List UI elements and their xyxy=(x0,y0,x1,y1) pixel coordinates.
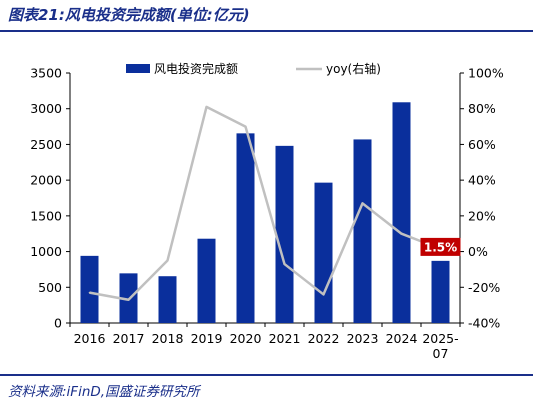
yoy-point xyxy=(166,259,169,262)
legend-bar-label: 风电投资完成额 xyxy=(154,61,238,76)
title-divider xyxy=(0,30,533,32)
bar xyxy=(197,238,216,323)
bar xyxy=(431,260,450,323)
yoy-point xyxy=(361,202,364,205)
source-note: 资料来源:iFinD,国盛证券研究所 xyxy=(8,384,200,400)
x-tick-label: 2018 xyxy=(152,331,184,346)
x-tick-label: 2016 xyxy=(74,331,106,346)
legend-bar-swatch xyxy=(126,64,150,73)
yoy-point xyxy=(322,293,325,296)
left-tick-label: 500 xyxy=(38,280,62,295)
bar xyxy=(314,182,333,323)
left-tick-label: 1000 xyxy=(30,244,62,259)
x-tick-label: 2021 xyxy=(269,331,301,346)
bar xyxy=(158,276,177,323)
annotation-badge xyxy=(420,237,461,256)
axes: 0 500 1000 1500 2000 2500 3000 3500 -40% -20% 0% 20… xyxy=(30,66,504,362)
yoy-point xyxy=(400,232,403,235)
left-tick-label: 3000 xyxy=(30,101,62,116)
yoy-point xyxy=(244,125,247,128)
annotation-label: 1.5% xyxy=(424,240,457,254)
right-tick-label: -20% xyxy=(468,280,500,295)
bar xyxy=(353,139,372,323)
x-tick-label: 07 xyxy=(433,346,449,361)
bar xyxy=(392,102,411,324)
yoy-line xyxy=(89,105,441,302)
x-tick-label: 2022 xyxy=(308,331,340,346)
left-tick-label: 0 xyxy=(54,316,62,331)
left-tick-label: 3500 xyxy=(30,66,62,81)
left-tick-label: 2500 xyxy=(30,137,62,152)
right-tick-label: 100% xyxy=(468,66,504,81)
x-tick-label: 2023 xyxy=(347,331,379,346)
right-tick-label: -40% xyxy=(468,316,500,331)
legend: 风电投资完成额 yoy(右轴) xyxy=(126,61,381,76)
x-tick-label: 2017 xyxy=(113,331,145,346)
right-tick-label: 60% xyxy=(468,137,496,152)
left-tick-label: 2000 xyxy=(30,173,62,188)
x-tick-label: 2025- xyxy=(422,331,458,346)
yoy-point xyxy=(127,298,130,301)
x-tick-label: 2019 xyxy=(191,331,223,346)
yoy-point xyxy=(205,106,208,108)
bar xyxy=(275,145,294,323)
right-tick-label: 80% xyxy=(468,101,496,116)
right-tick-label: 40% xyxy=(468,173,496,188)
yoy-point xyxy=(88,291,91,294)
annotation: 1.5% xyxy=(420,237,461,256)
right-tick-label: 0% xyxy=(468,244,488,259)
chart-title: 图表21:风电投资完成额(单位:亿元) xyxy=(8,6,250,24)
bar-series xyxy=(80,102,450,324)
line-series xyxy=(88,105,442,302)
left-tick-label: 1500 xyxy=(30,208,62,223)
legend-line-label: yoy(右轴) xyxy=(326,61,381,76)
bar xyxy=(80,255,99,323)
source-divider xyxy=(0,374,533,376)
right-tick-label: 20% xyxy=(468,208,496,223)
bar xyxy=(236,133,255,323)
x-tick-label: 2020 xyxy=(230,331,262,346)
yoy-point xyxy=(283,263,286,265)
x-tick-label: 2024 xyxy=(386,331,418,346)
